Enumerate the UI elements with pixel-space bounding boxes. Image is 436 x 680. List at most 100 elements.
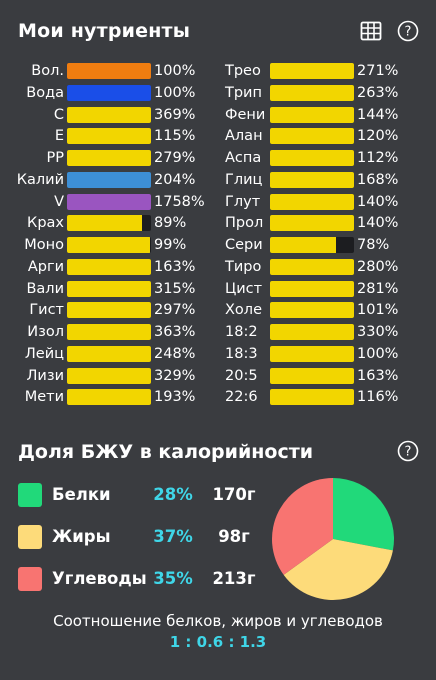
- nutrient-progress-fill: [67, 63, 151, 79]
- nutrient-row[interactable]: Фени 144%: [225, 106, 398, 124]
- nutrient-row[interactable]: Лизи 329%: [0, 367, 195, 385]
- nutrient-progress-bar: [270, 84, 354, 101]
- nutrient-progress-bar: [270, 389, 354, 406]
- nutrient-row[interactable]: Арги 163%: [0, 258, 195, 276]
- nutrient-name: Аспа: [225, 150, 262, 166]
- nutrient-progress-bar: [67, 258, 151, 275]
- macro-grams: 213г: [212, 569, 256, 588]
- protein-swatch: [18, 483, 42, 507]
- nutrient-row[interactable]: Изол 363%: [0, 323, 195, 341]
- nutrient-value: 140%: [357, 215, 399, 232]
- nutrient-progress-bar: [270, 63, 354, 79]
- nutrient-name: Мети: [24, 389, 64, 406]
- nutrient-progress-fill: [67, 215, 142, 232]
- nutrient-row[interactable]: Крах 89%: [0, 214, 186, 232]
- nutrient-progress-fill: [270, 367, 354, 384]
- nutrient-progress-fill: [67, 389, 151, 406]
- nutrient-progress-fill: [270, 389, 354, 406]
- nutrient-row[interactable]: Аспа 112%: [225, 149, 398, 167]
- table-grid-icon[interactable]: [360, 20, 382, 42]
- nutrient-row[interactable]: Вода 100%: [0, 84, 195, 102]
- nutrient-row[interactable]: Калий 204%: [0, 171, 195, 189]
- nutrient-name: Арги: [27, 258, 64, 275]
- macro-name: Жиры: [52, 527, 111, 546]
- nutrient-value: 100%: [154, 63, 196, 79]
- nutrient-value: 99%: [154, 237, 187, 253]
- nutrient-row[interactable]: 22:6 116%: [225, 388, 398, 406]
- nutrient-progress-fill: [67, 84, 151, 101]
- nutrient-row[interactable]: Моно 99%: [0, 236, 186, 254]
- nutrient-progress-bar: [67, 389, 151, 406]
- nutrient-row[interactable]: Тиро 280%: [225, 258, 398, 276]
- nutrient-progress-fill: [270, 258, 354, 275]
- nutrient-value: 115%: [154, 128, 196, 145]
- nutrient-row[interactable]: Вол. 100%: [0, 62, 195, 80]
- ratio-label: Соотношение белков, жиров и углеводов: [53, 612, 383, 630]
- nutrient-row[interactable]: PP 279%: [0, 149, 195, 167]
- nutrient-value: 116%: [357, 389, 399, 406]
- nutrient-name: Трео: [225, 63, 261, 79]
- nutrient-row[interactable]: Трип 263%: [225, 84, 398, 102]
- nutrient-progress-bar: [270, 237, 354, 253]
- nutrient-progress-fill: [67, 324, 151, 340]
- nutrient-row[interactable]: Холе 101%: [225, 301, 398, 319]
- nutrient-progress-bar: [67, 215, 151, 232]
- nutrient-progress-bar: [270, 150, 354, 166]
- nutrient-progress-bar: [270, 128, 354, 145]
- nutrient-row[interactable]: Цист 281%: [225, 280, 398, 298]
- nutrient-name: Вали: [26, 280, 64, 297]
- nutrient-value: 168%: [357, 171, 399, 188]
- nutrient-value: 163%: [154, 258, 196, 275]
- nutrient-name: Тиро: [225, 258, 262, 275]
- nutrient-value: 163%: [357, 367, 399, 384]
- nutrient-row[interactable]: Алан 120%: [225, 127, 398, 145]
- nutrient-name: 20:5: [225, 367, 258, 384]
- nutrient-progress-bar: [67, 367, 151, 384]
- nutrient-row[interactable]: Гист 297%: [0, 301, 195, 319]
- nutrient-value: 369%: [154, 106, 196, 123]
- nutrient-progress-fill: [270, 345, 354, 362]
- macro-percent: 35%: [153, 569, 193, 588]
- nutrient-progress-fill: [67, 193, 151, 210]
- macro-percent: 37%: [153, 527, 193, 546]
- nutrient-progress-bar: [67, 193, 151, 210]
- nutrient-row[interactable]: Прол 140%: [225, 214, 398, 232]
- nutrient-progress-bar: [270, 280, 354, 297]
- macro-grams: 98г: [218, 527, 250, 546]
- nutrient-value: 271%: [357, 63, 399, 79]
- nutrient-name: E: [54, 128, 64, 145]
- macro-row-carbs: Углеводы 35% 213г: [18, 567, 268, 591]
- nutrient-row[interactable]: 18:2 330%: [225, 323, 398, 341]
- nutrient-row[interactable]: Глиц 168%: [225, 171, 398, 189]
- nutrient-row[interactable]: E 115%: [0, 127, 195, 145]
- nutrient-progress-fill: [67, 367, 151, 384]
- svg-text:?: ?: [405, 445, 412, 460]
- nutrient-name: Холе: [225, 302, 262, 319]
- help-circle-icon[interactable]: ?: [397, 20, 419, 42]
- nutrient-row[interactable]: Вали 315%: [0, 280, 195, 298]
- nutrient-name: Фени: [225, 106, 266, 123]
- nutrient-progress-bar: [270, 367, 354, 384]
- help-circle-icon[interactable]: ?: [397, 440, 419, 462]
- nutrient-row[interactable]: Трео 271%: [225, 62, 398, 80]
- nutrient-row[interactable]: 18:3 100%: [225, 345, 398, 363]
- macro-name: Углеводы: [52, 569, 147, 588]
- nutrient-progress-fill: [67, 106, 151, 123]
- nutrient-row[interactable]: V 1758%: [0, 193, 205, 211]
- nutrient-row[interactable]: Лейц 248%: [0, 345, 195, 363]
- nutrient-row[interactable]: Сери 78%: [225, 236, 389, 254]
- nutrient-row[interactable]: Глут 140%: [225, 193, 398, 211]
- nutrient-value: 330%: [357, 324, 399, 340]
- nutrient-name: Калий: [16, 171, 64, 188]
- nutrient-progress-fill: [67, 171, 151, 188]
- macros-pie-chart: [272, 478, 394, 600]
- nutrient-progress-bar: [270, 345, 354, 362]
- nutrient-name: C: [53, 106, 64, 123]
- nutrient-row[interactable]: C 369%: [0, 106, 195, 124]
- nutrient-value: 193%: [154, 389, 196, 406]
- header: Мои нутриенты ?: [0, 0, 436, 62]
- macro-percent: 28%: [153, 485, 193, 504]
- nutrient-name: Вода: [26, 84, 64, 101]
- nutrient-row[interactable]: 20:5 163%: [225, 367, 398, 385]
- nutrient-row[interactable]: Мети 193%: [0, 388, 195, 406]
